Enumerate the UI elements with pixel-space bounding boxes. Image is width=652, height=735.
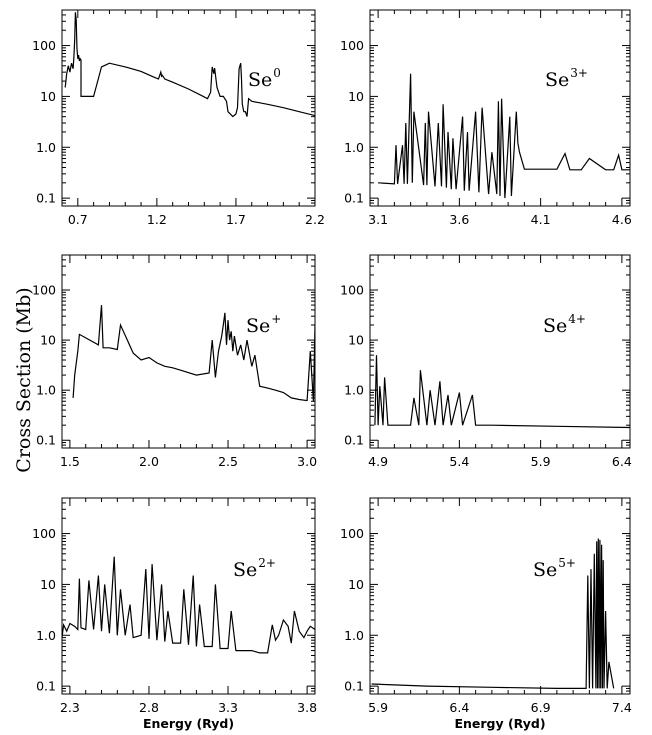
y-tick-label: 100: [340, 38, 364, 53]
x-tick-label: 5.4: [449, 454, 469, 469]
panel-bottom-left: 0.1 1.0 10 100 2.3 2.8 3.3 3.8 Se 2+ Energy (Ryd): [32, 497, 317, 731]
y-tick-label: 0.1: [344, 191, 364, 206]
x-tick-label: 6.4: [612, 454, 632, 469]
y-tick-label: 100: [32, 283, 56, 298]
ion-charge-label: 5+: [558, 556, 576, 570]
ion-charge-label: 3+: [570, 66, 588, 80]
panel-frame: [61, 254, 316, 449]
y-tick-label: 10: [40, 89, 56, 104]
y-tick-label: 1.0: [344, 383, 364, 398]
y-tick-label: 1.0: [36, 628, 56, 643]
panel-middle-right: 0.1 1.0 10 100 4.9 5.4 5.9 6.4 Se 4+: [340, 254, 632, 469]
panel-top-right: 0.1 1.0 10 100 3.1 3.6 4.1 4.6 Se 3+: [340, 9, 632, 227]
series-line-Se2+: [62, 556, 315, 654]
x-tick-label: 3.3: [218, 700, 238, 715]
series-line-Se4+: [374, 355, 630, 429]
x-tick-label: 2.2: [305, 212, 325, 227]
x-tick-label: 1.5: [60, 454, 80, 469]
series-line-Se3+: [378, 73, 630, 199]
x-tick-label: 6.4: [449, 700, 469, 715]
x-tick-label: 4.6: [612, 212, 632, 227]
ion-label: Se: [543, 315, 567, 337]
y-tick-label: 1.0: [36, 140, 56, 155]
y-tick-label: 10: [348, 333, 364, 348]
ion-charge-label: +: [271, 312, 281, 326]
ion-label: Se: [233, 559, 257, 581]
x-tick-label: 5.9: [531, 454, 551, 469]
series-line-Se5+: [371, 538, 615, 690]
x-tick-label: 4.9: [368, 454, 388, 469]
x-tick-label: 3.8: [297, 700, 317, 715]
x-tick-label: 3.1: [368, 212, 388, 227]
ion-label: Se: [246, 315, 270, 337]
ion-charge-label: 0: [273, 66, 281, 80]
panel-top-left: 0.1 1.0 10 100 0.7 1.2 1.7 2.2 Se 0: [32, 9, 325, 227]
y-tick-label: 100: [32, 38, 56, 53]
y-tick-label: 0.1: [344, 433, 364, 448]
y-tick-label: 0.1: [344, 679, 364, 694]
x-axis-label: Energy (Ryd): [454, 716, 545, 731]
y-tick-label: 10: [40, 333, 56, 348]
ion-charge-label: 4+: [568, 312, 586, 326]
panel-frame: [61, 9, 316, 207]
x-tick-label: 6.9: [531, 700, 551, 715]
ion-label: Se: [533, 559, 557, 581]
series-line-Se0: [64, 12, 315, 118]
y-tick-label: 100: [340, 526, 364, 541]
ion-charge-label: 2+: [258, 556, 276, 570]
y-tick-label: 10: [348, 89, 364, 104]
y-tick-label: 100: [340, 283, 364, 298]
x-tick-label: 5.9: [368, 700, 388, 715]
y-tick-label: 10: [348, 577, 364, 592]
x-axis-label: Energy (Ryd): [143, 716, 234, 731]
x-tick-label: 2.5: [218, 454, 238, 469]
ion-label: Se: [248, 69, 272, 91]
y-tick-label: 10: [40, 577, 56, 592]
panel-bottom-right: 0.1 1.0 10 100 5.9 6.4 6.9 7.4 Se 5+ Energy (Ryd): [340, 497, 632, 731]
ion-label: Se: [545, 69, 569, 91]
panel-frame: [369, 254, 631, 449]
panel-middle-left: 0.1 1.0 10 100 1.5 2.0 2.5 3.0 Se +: [32, 254, 317, 469]
x-tick-label: 7.4: [612, 700, 632, 715]
y-tick-label: 0.1: [36, 191, 56, 206]
x-tick-label: 2.3: [60, 700, 80, 715]
y-tick-label: 1.0: [36, 383, 56, 398]
y-tick-label: 1.0: [344, 140, 364, 155]
y-tick-label: 0.1: [36, 433, 56, 448]
y-tick-label: 0.1: [36, 679, 56, 694]
x-tick-label: 1.7: [226, 212, 246, 227]
y-tick-label: 1.0: [344, 628, 364, 643]
x-tick-label: 2.8: [139, 700, 159, 715]
x-tick-label: 3.0: [297, 454, 317, 469]
x-tick-label: 1.2: [147, 212, 167, 227]
y-tick-label: 100: [32, 526, 56, 541]
x-tick-label: 2.0: [139, 454, 159, 469]
series-line-Se+: [72, 305, 315, 402]
x-tick-label: 4.1: [531, 212, 551, 227]
x-tick-label: 3.6: [449, 212, 469, 227]
x-tick-label: 0.7: [68, 212, 88, 227]
